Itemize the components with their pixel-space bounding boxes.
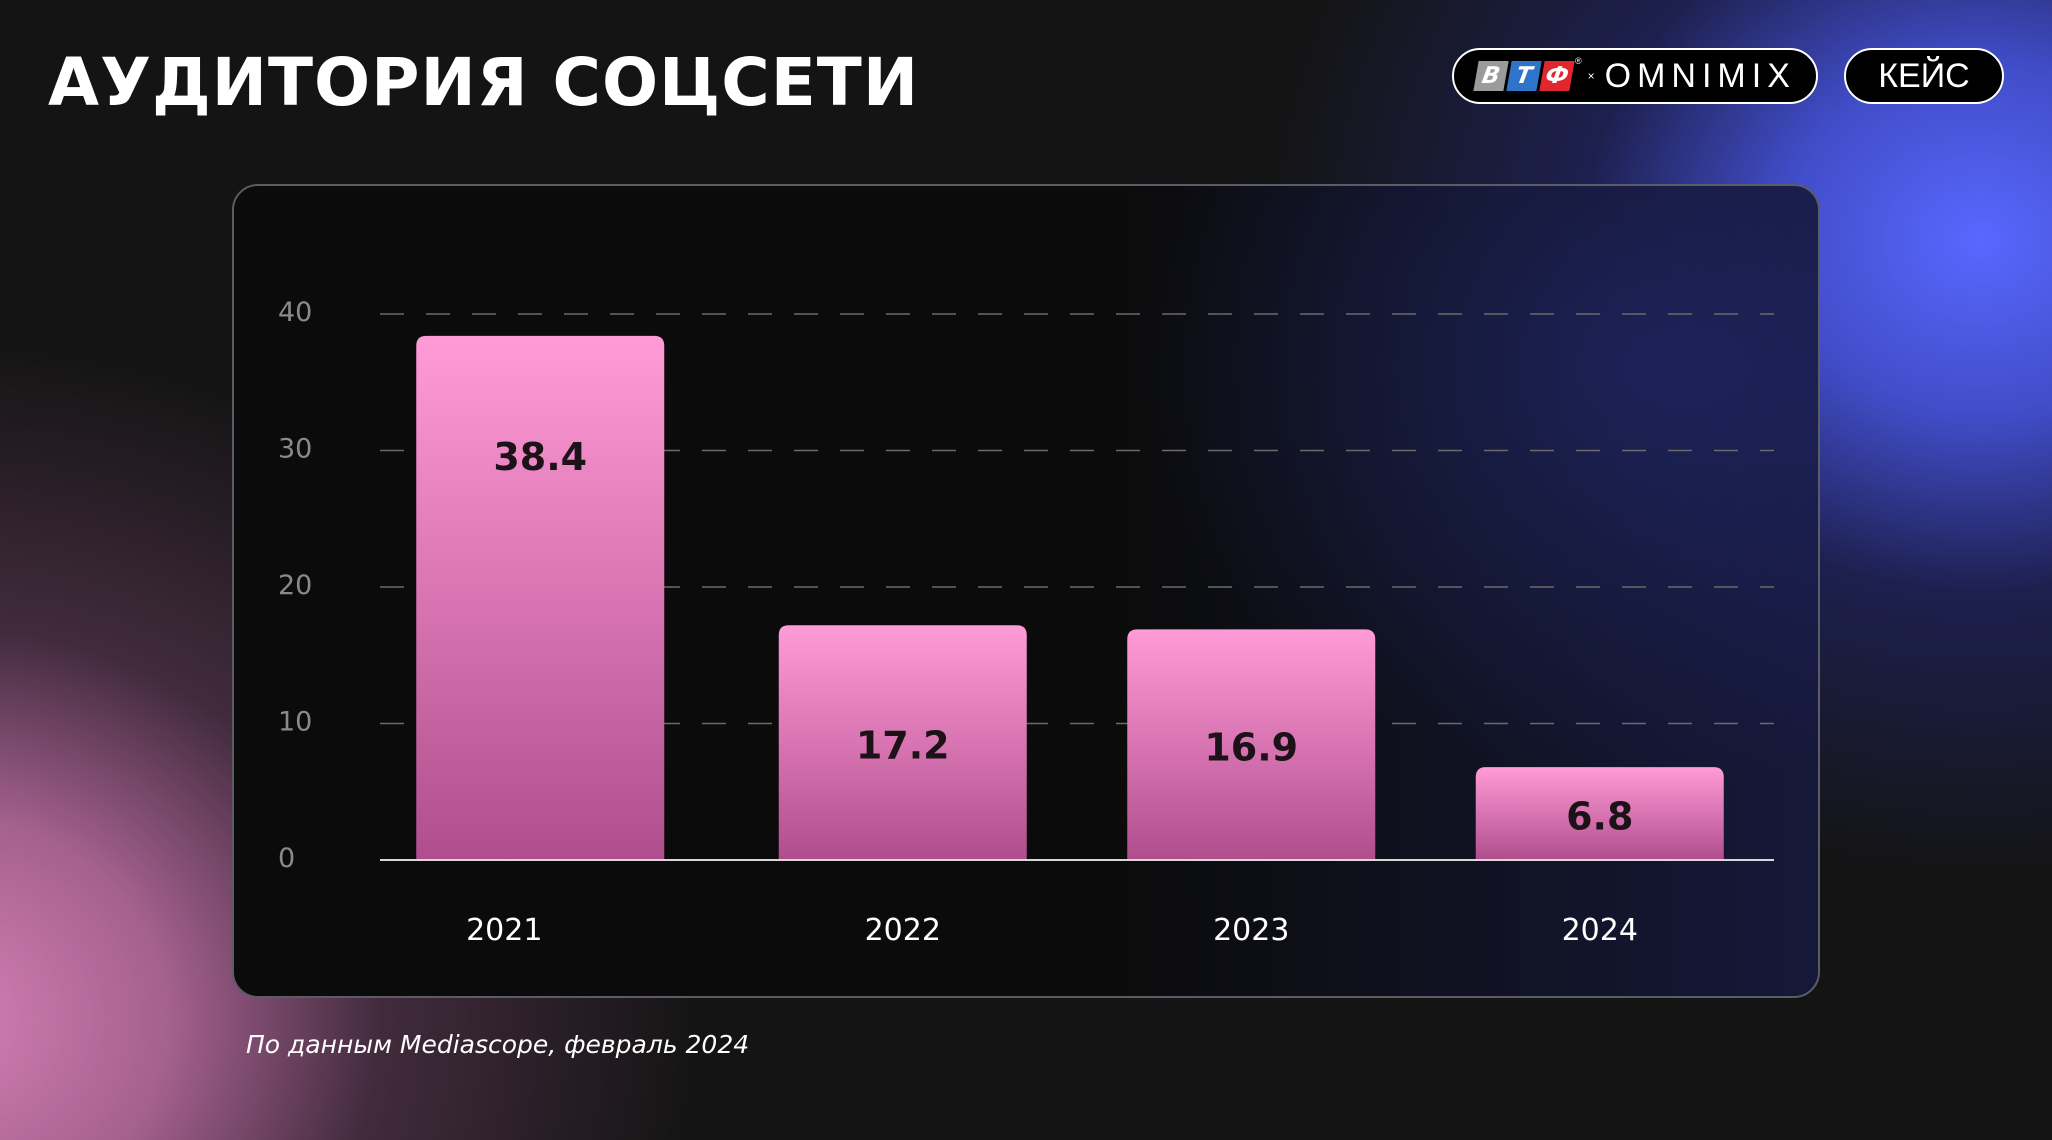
logo-separator: × bbox=[1587, 69, 1595, 83]
bar-value-label: 6.8 bbox=[1566, 795, 1633, 839]
logo-letter-v: В bbox=[1473, 61, 1509, 91]
bar-value-label: 16.9 bbox=[1204, 726, 1298, 770]
registered-mark: ® bbox=[1575, 56, 1582, 66]
y-tick-label: 30 bbox=[278, 434, 312, 465]
y-tick-label: 40 bbox=[278, 297, 312, 328]
x-tick-label: 2023 bbox=[1213, 913, 1289, 948]
x-tick-label: 2022 bbox=[865, 913, 941, 948]
bars: 38.4 2021 17.2 2022 16.9 2023 6.8 2024 bbox=[416, 335, 1724, 948]
bar-2022 bbox=[778, 625, 1027, 860]
x-tick-label: 2021 bbox=[466, 913, 542, 948]
page-title: АУДИТОРИЯ СОЦСЕТИ bbox=[48, 44, 920, 121]
brand-logo-badge: В Т Ф ® × OMNIMIX bbox=[1452, 48, 1818, 104]
logo-letter-f: Ф bbox=[1539, 61, 1575, 91]
source-note: По данным Mediascope, февраль 2024 bbox=[246, 1030, 750, 1059]
bar-value-label: 17.2 bbox=[856, 724, 950, 768]
y-axis-ticks: 0 10 20 30 40 bbox=[278, 297, 312, 874]
bar-2024 bbox=[1475, 767, 1724, 860]
bar-chart: 0 10 20 30 40 38.4 2021 17.2 2022 16.9 2023 6.8 202… bbox=[278, 297, 1774, 948]
y-tick-label: 20 bbox=[278, 570, 312, 601]
partner-logo-text: OMNIMIX bbox=[1604, 56, 1796, 95]
y-tick-label: 0 bbox=[278, 843, 295, 874]
bar-value-label: 38.4 bbox=[493, 435, 587, 479]
bar-2023 bbox=[1127, 629, 1376, 860]
bar-2021 bbox=[416, 335, 665, 861]
chart-panel: 0 10 20 30 40 38.4 2021 17.2 2022 16.9 2023 6.8 202… bbox=[232, 184, 1820, 998]
logo-letter-t: Т bbox=[1506, 61, 1542, 91]
x-tick-label: 2024 bbox=[1562, 913, 1638, 948]
case-button[interactable]: КЕЙС bbox=[1844, 48, 2004, 104]
y-tick-label: 10 bbox=[278, 707, 312, 738]
